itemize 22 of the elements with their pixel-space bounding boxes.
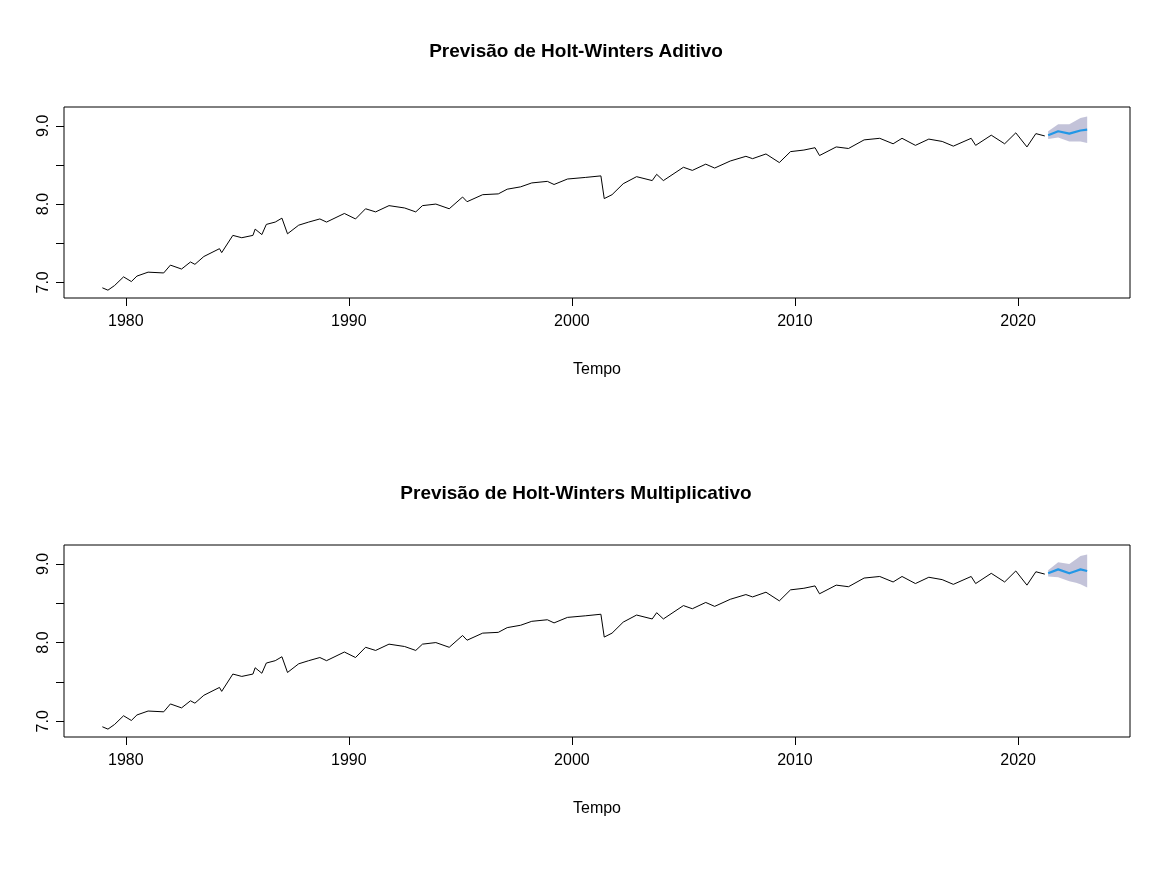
x-tick-label: 2000 xyxy=(554,750,590,768)
y-tick-label: 7.0 xyxy=(33,710,51,733)
y-tick-label: 9.0 xyxy=(33,114,51,137)
x-tick-label: 2010 xyxy=(777,311,813,329)
x-tick-label: 1980 xyxy=(107,750,144,768)
x-tick-label: 1980 xyxy=(107,311,144,329)
x-tick-label: 1990 xyxy=(331,750,367,768)
x-tick-label: 2020 xyxy=(1000,750,1036,768)
x-tick-label: 2000 xyxy=(554,311,590,329)
x-axis-title: Tempo xyxy=(572,359,622,377)
y-tick-label: 8.0 xyxy=(33,631,51,654)
x-tick-label: 2010 xyxy=(777,750,813,768)
line-series xyxy=(101,132,1046,291)
line-series xyxy=(101,570,1046,730)
y-tick-label: 7.0 xyxy=(33,271,51,294)
x-tick-label: 1990 xyxy=(331,311,367,329)
y-tick-label: 9.0 xyxy=(33,552,51,576)
x-axis-title: Tempo xyxy=(572,798,622,816)
chart-title: Previsão de Holt-Winters Multiplicativo xyxy=(400,482,752,503)
chart-title: Previsão de Holt-Winters Aditivo xyxy=(429,40,723,61)
x-tick-label: 2020 xyxy=(1000,311,1036,329)
y-tick-label: 8.0 xyxy=(33,192,51,216)
